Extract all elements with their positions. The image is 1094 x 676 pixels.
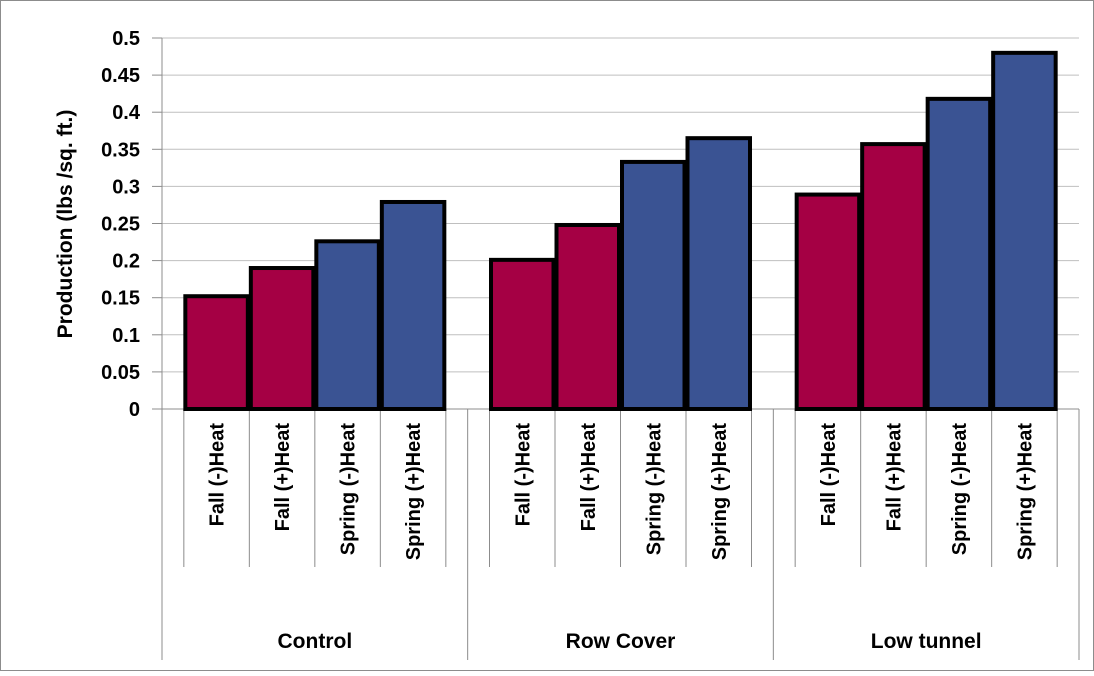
x-category-label: Fall (-)Heat	[207, 423, 229, 527]
bar-control-3	[314, 239, 381, 411]
bar-row-cover-2	[554, 222, 621, 411]
x-category-label: Fall (+)Heat	[578, 423, 600, 532]
y-tick-label: 0.35	[101, 139, 140, 161]
y-tick-label: 0.25	[101, 214, 140, 236]
labels: 0 0.05 0.1 0.15 0.2 0.25 0.3 0.35 0.4 0.45 0.5 Fall…	[101, 28, 1036, 653]
bar-low-tunnel-3	[925, 96, 993, 412]
group-label: Control	[278, 630, 353, 653]
x-category-label: Spring (-)Heat	[643, 423, 665, 556]
group-label: Low tunnel	[871, 630, 982, 653]
x-category-label: Fall (+)Heat	[272, 423, 294, 532]
y-tick-label: 0.4	[112, 102, 141, 124]
x-category-label: Fall (+)Heat	[883, 423, 905, 532]
bars	[183, 50, 1058, 412]
y-tick-label: 0.1	[112, 325, 140, 347]
bar-control-1	[183, 294, 250, 411]
y-tick-label: 0.45	[101, 65, 140, 87]
bar-low-tunnel-4	[991, 50, 1058, 412]
bar-control-4	[379, 199, 447, 411]
x-category-label: Spring (+)Heat	[1014, 423, 1036, 561]
y-tick-label: 0	[129, 399, 140, 421]
y-tick-label: 0.05	[101, 362, 140, 384]
y-tick-label: 0.15	[101, 288, 140, 310]
bar-row-cover-4	[685, 136, 752, 411]
x-category-label: Spring (+)Heat	[709, 423, 731, 561]
bar-control-2	[248, 266, 316, 411]
y-tick-label: 0.5	[112, 28, 140, 50]
x-category-label: Spring (-)Heat	[338, 423, 360, 556]
y-axis-title: Production (lbs /sq. ft.)	[54, 110, 77, 339]
group-label: Row Cover	[566, 630, 676, 653]
bar-low-tunnel-1	[794, 192, 862, 411]
bar-row-cover-3	[620, 159, 687, 411]
x-category-label: Fall (-)Heat	[818, 423, 840, 527]
bar-low-tunnel-2	[860, 142, 927, 412]
x-category-label: Spring (+)Heat	[403, 423, 425, 561]
x-category-label: Fall (-)Heat	[512, 423, 534, 527]
x-category-label: Spring (-)Heat	[949, 423, 971, 556]
y-tick-label: 0.3	[112, 176, 140, 198]
y-tick-label: 0.2	[112, 251, 140, 273]
bar-row-cover-1	[489, 257, 556, 411]
